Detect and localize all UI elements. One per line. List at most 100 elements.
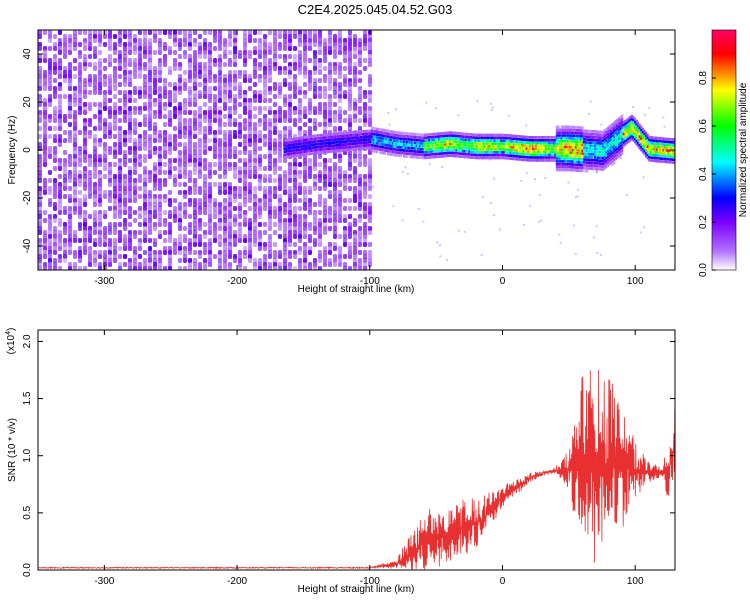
spectrogram-cell [343, 266, 347, 270]
spectrogram-cell [178, 266, 182, 270]
spectrogram-cell [133, 34, 137, 39]
spectrogram-cells [38, 30, 675, 270]
ridge-cell [592, 133, 595, 136]
ridge-cell [559, 165, 562, 169]
ridge-cell [367, 135, 371, 138]
spectrogram-cell [288, 234, 292, 239]
ridge-cell [504, 151, 508, 154]
ridge-cell [479, 156, 482, 160]
ridge-cell [348, 145, 351, 149]
spectrogram-cell [108, 146, 112, 151]
spectrogram-cell [268, 254, 272, 259]
ridge-cell [367, 141, 371, 144]
ridge-cell [307, 149, 310, 153]
ridge-cell [288, 149, 291, 153]
spectrogram-cell [83, 38, 87, 43]
spectrogram-cell [73, 146, 77, 151]
spectrogram-cell [73, 138, 77, 143]
spectrogram-cell [108, 170, 112, 175]
spectrogram-cell [198, 206, 202, 211]
ridge-cell [422, 139, 425, 142]
spectrogram-cell [133, 218, 137, 223]
ridge-cell [342, 140, 345, 144]
spectrogram-cell [68, 242, 72, 247]
spectrogram-cell [198, 234, 202, 239]
ridge-cell [527, 150, 530, 153]
spectrogram-cell [153, 182, 157, 187]
ridge-cell [602, 139, 605, 142]
spectrogram-cell [163, 218, 167, 223]
ridge-cell [584, 129, 587, 133]
spectrogram-cell [78, 150, 82, 155]
ridge-cell [506, 136, 509, 140]
ridge-cell [496, 142, 500, 145]
spectrogram-cell [268, 226, 272, 231]
spectrogram-cell [353, 102, 357, 107]
ridge-cell [567, 163, 570, 166]
ridge-cell [565, 168, 568, 172]
ridge-cell [568, 157, 571, 160]
spectrogram-cell [153, 166, 157, 171]
spectrogram-cell [58, 174, 62, 179]
spectrogram-cell [178, 258, 182, 263]
spectrogram-cell [283, 38, 287, 43]
spectrogram-cell [348, 230, 352, 235]
spectrogram-cell [93, 54, 97, 59]
spectrogram-cell [348, 162, 352, 167]
spectrogram-cell [288, 202, 292, 207]
ridge-cell [565, 134, 568, 137]
ridge-cell [375, 147, 379, 151]
spectrogram-cell [318, 222, 322, 227]
ridge-cell [568, 125, 571, 129]
spectrogram-cell [108, 42, 112, 47]
spectrogram-cell [338, 46, 342, 51]
spectrogram-cell [73, 86, 77, 91]
ridge-cell [367, 129, 371, 133]
ridge-cell [407, 138, 410, 141]
spectrogram-cell [363, 94, 367, 99]
ridge-cell [557, 163, 560, 166]
spectrogram-cell [58, 254, 62, 259]
ridge-cell [506, 134, 509, 137]
ridge-cell [449, 151, 452, 155]
ridge-cell [361, 133, 364, 136]
spectrogram-cell [123, 150, 127, 155]
ridge-cell [602, 162, 605, 166]
ridge-cell [496, 139, 500, 142]
ridge-cell [546, 156, 549, 159]
spectrogram-cell [639, 231, 642, 234]
spectrogram-cell [78, 214, 82, 219]
ridge-cell [498, 156, 501, 160]
spectrogram-cell [118, 54, 122, 59]
spectrogram-cell [108, 182, 112, 187]
ridge-cell [396, 134, 399, 137]
spectrogram-cell [248, 110, 252, 115]
spectrogram-cell [323, 78, 327, 83]
ridge-cell [380, 148, 383, 152]
spectrogram-cell [108, 162, 112, 167]
spectrogram-cell [283, 218, 287, 223]
ridge-cell [431, 155, 434, 159]
ridge-cell [559, 145, 562, 149]
spectrogram-cell [293, 234, 297, 239]
ridge-cell [579, 160, 582, 164]
spectrogram-cell [133, 142, 137, 147]
ridge-cell [356, 136, 359, 139]
spectrogram-cell [348, 206, 352, 211]
ridge-cell [538, 141, 541, 145]
spectrogram-cell [218, 250, 222, 255]
spectrogram-cell [48, 74, 52, 79]
spectrogram-cell [143, 158, 147, 163]
spectrogram-cell [93, 50, 97, 55]
spectrogram-cell [363, 210, 367, 215]
spectrogram-cell [128, 38, 132, 43]
ridge-cell [495, 136, 498, 140]
spectrogram-cell [595, 225, 598, 228]
spectrogram-cell [258, 134, 262, 139]
ridge-cell [479, 153, 482, 157]
spectrogram-cell [243, 38, 247, 43]
ridge-cell [578, 129, 581, 132]
ridge-cell [379, 139, 382, 143]
spectrogram-cell [153, 170, 157, 175]
spectrogram-cell [223, 142, 227, 147]
